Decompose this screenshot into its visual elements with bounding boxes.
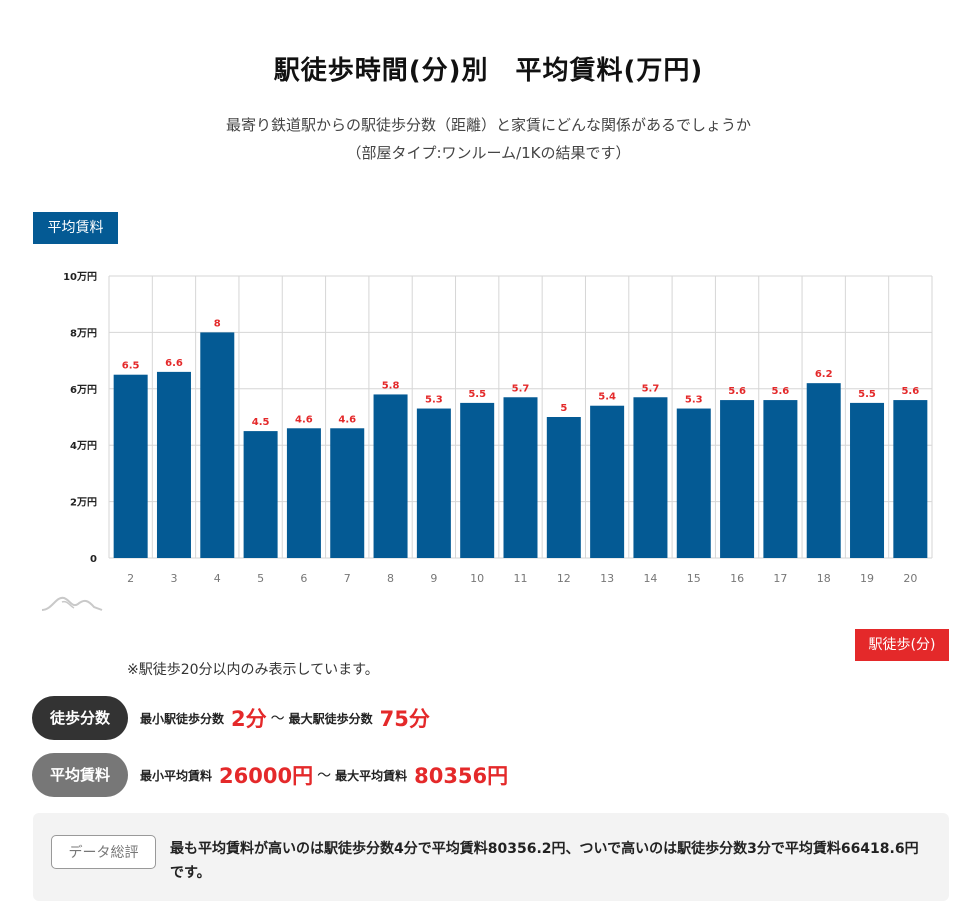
- x-tick-label: 6: [300, 572, 307, 585]
- walk-max-label: 最大駅徒歩分数: [288, 711, 373, 726]
- walk-range-separator: ～: [270, 711, 285, 727]
- rent-stats-row: 平均賃料 最小平均賃料 26000円 ～ 最大平均賃料 80356円: [32, 753, 512, 797]
- y-tick-label: 2万円: [70, 497, 97, 509]
- x-tick-label: 10: [470, 572, 484, 585]
- x-tick-label: 17: [773, 572, 787, 585]
- rent-range-separator: ～: [317, 768, 332, 784]
- bar: [590, 405, 625, 558]
- walk-stats-pill: 徒歩分数: [32, 696, 128, 740]
- data-label: 4.6: [295, 414, 313, 425]
- rent-min-label: 最小平均賃料: [140, 768, 213, 783]
- y-tick-label: 0: [90, 554, 97, 565]
- bar: [720, 400, 755, 558]
- rent-min-value: 26000円: [219, 764, 314, 788]
- data-label: 5.5: [468, 389, 486, 400]
- data-label: 6.5: [122, 361, 140, 372]
- y-tick-label: 4万円: [70, 440, 97, 452]
- walk-min-value: 2分: [231, 707, 267, 731]
- x-tick-label: 5: [257, 572, 264, 585]
- x-tick-label: 13: [600, 572, 614, 585]
- y-tick-label: 8万円: [70, 327, 97, 339]
- y-tick-label: 6万円: [70, 384, 97, 396]
- x-tick-label: 14: [643, 572, 657, 585]
- data-label: 5: [560, 403, 567, 414]
- x-axis-label-badge: 駅徒歩(分): [855, 629, 949, 661]
- data-label: 5.4: [598, 392, 616, 403]
- data-label: 5.5: [858, 389, 876, 400]
- data-label: 5.7: [512, 383, 530, 394]
- bar: [893, 400, 928, 558]
- data-label: 5.6: [728, 386, 746, 397]
- bar: [330, 428, 365, 558]
- walk-max-value: 75分: [379, 707, 430, 731]
- bar: [416, 408, 451, 558]
- x-tick-label: 7: [344, 572, 351, 585]
- bar: [156, 371, 191, 558]
- bar: [113, 374, 148, 558]
- page-title: 駅徒歩時間(分)別 平均賃料(万円): [273, 56, 704, 86]
- chart-labels: 0 2万円 4万円 6万円 8万円 10万円 6.5 2 6.6 3 8 4 4.5 5 4.6 6 4.6 7 5…: [63, 271, 919, 585]
- data-label: 5.7: [642, 383, 660, 394]
- x-tick-label: 3: [170, 572, 177, 585]
- page-subtitle-note: （部屋タイプ:ワンルーム/1Kの結果です）: [346, 144, 631, 162]
- chart-bars: [113, 332, 928, 558]
- x-tick-label: 2: [127, 572, 134, 585]
- bar: [763, 400, 798, 558]
- walk-stats-row: 徒歩分数 最小駅徒歩分数 2分 ～ 最大駅徒歩分数 75分: [32, 696, 434, 740]
- bar: [546, 417, 581, 558]
- x-tick-label: 9: [430, 572, 437, 585]
- data-label: 5.3: [425, 395, 443, 406]
- y-tick-label: 10万円: [63, 271, 97, 283]
- rent-stats-pill: 平均賃料: [32, 753, 128, 797]
- bar: [503, 397, 538, 558]
- data-label: 5.3: [685, 395, 703, 406]
- x-tick-label: 15: [687, 572, 701, 585]
- data-summary-text: 最も平均賃料が高いのは駅徒歩分数4分で平均賃料80356.2円、ついで高いのは駅…: [170, 841, 919, 881]
- x-tick-label: 18: [817, 572, 831, 585]
- x-tick-label: 8: [387, 572, 394, 585]
- rent-max-value: 80356円: [414, 764, 509, 788]
- walk-min-label: 最小駅徒歩分数: [140, 711, 225, 726]
- bar: [373, 394, 408, 558]
- page-subtitle: 最寄り鉄道駅からの駅徒歩分数（距離）と家賃にどんな関係があるでしょうか: [225, 116, 751, 134]
- x-tick-label: 12: [557, 572, 571, 585]
- x-tick-label: 19: [860, 572, 874, 585]
- bar: [806, 383, 841, 558]
- rent-max-label: 最大平均賃料: [335, 768, 408, 783]
- x-tick-label: 16: [730, 572, 744, 585]
- chart-footnote: ※駅徒歩20分以内のみ表示しています。: [127, 662, 379, 678]
- data-label: 4.5: [252, 417, 270, 428]
- bar: [850, 402, 885, 558]
- bar: [460, 402, 495, 558]
- bar: [200, 332, 235, 558]
- data-label: 5.6: [901, 386, 919, 397]
- data-label: 6.6: [165, 358, 183, 369]
- data-label: 6.2: [815, 369, 833, 380]
- x-tick-label: 11: [514, 572, 528, 585]
- data-label: 5.8: [382, 380, 400, 391]
- x-tick-label: 4: [214, 572, 221, 585]
- data-label: 4.6: [338, 414, 356, 425]
- data-summary-label: データ総評: [51, 835, 156, 869]
- bar: [286, 428, 321, 558]
- mountain-logo-icon: [41, 596, 103, 611]
- data-summary-panel: データ総評 最も平均賃料が高いのは駅徒歩分数4分で平均賃料80356.2円、つい…: [33, 813, 949, 901]
- bar: [633, 397, 668, 558]
- bar: [676, 408, 711, 558]
- data-label: 8: [214, 318, 221, 329]
- bar: [243, 431, 278, 558]
- data-label: 5.6: [772, 386, 790, 397]
- y-axis-label-badge: 平均賃料: [33, 212, 118, 244]
- bar-chart: 0 2万円 4万円 6万円 8万円 10万円 6.5 2 6.6 3 8 4 4.5 5 4.6 6 4.6 7 5…: [63, 271, 933, 585]
- x-tick-label: 20: [903, 572, 917, 585]
